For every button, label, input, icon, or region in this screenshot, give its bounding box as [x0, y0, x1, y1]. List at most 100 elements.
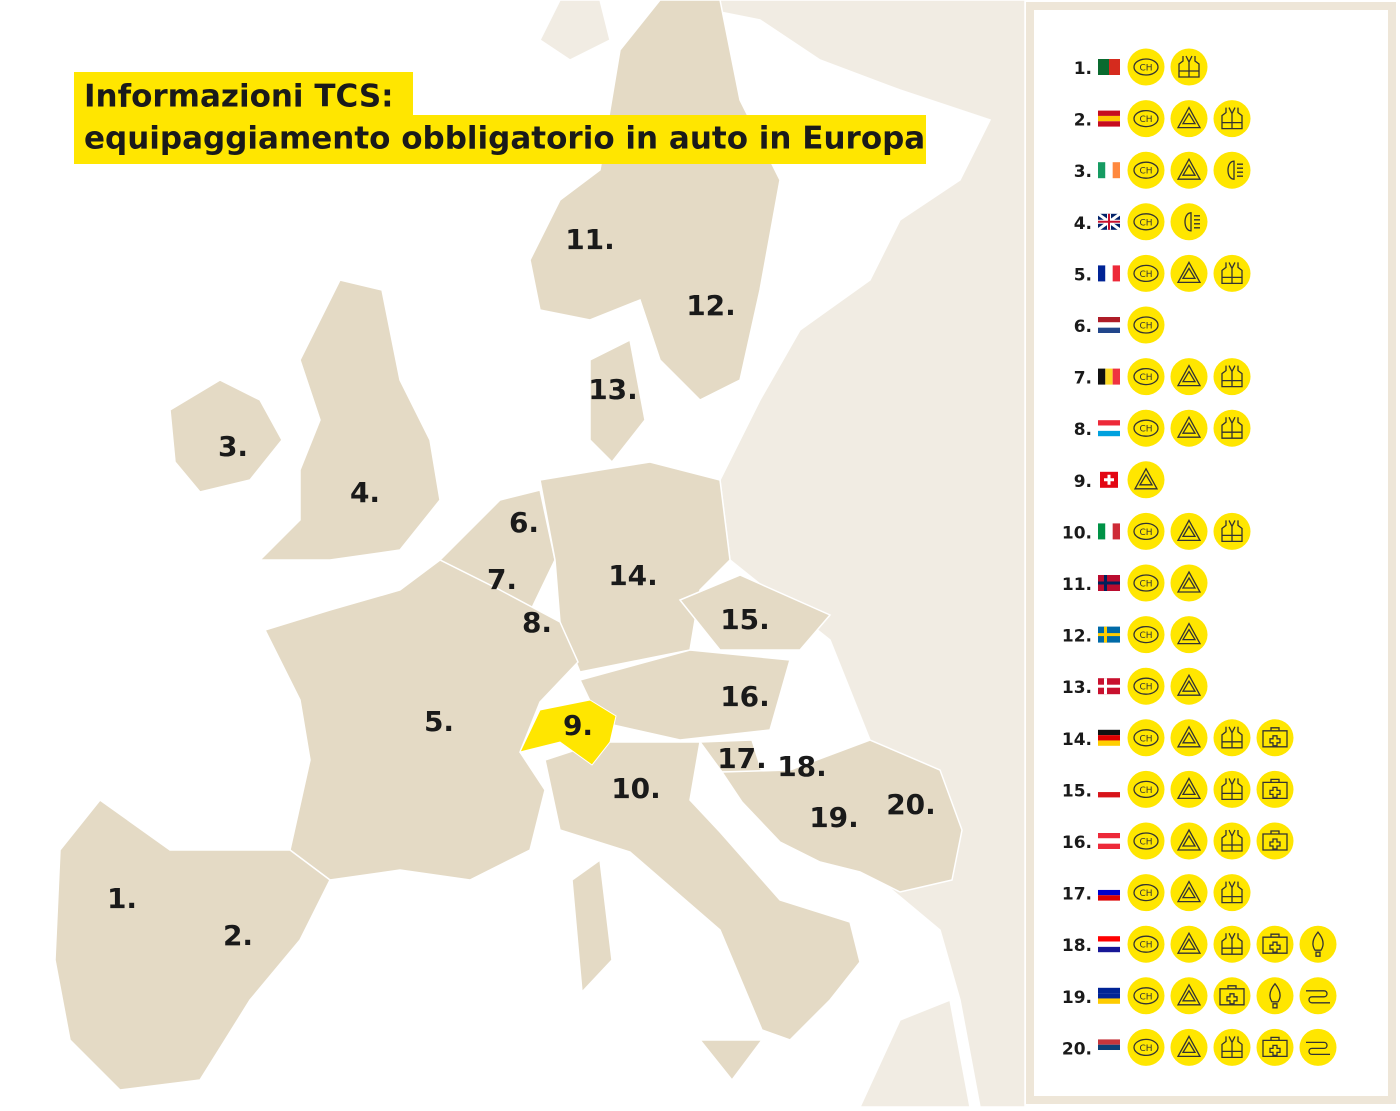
flag-stripe [1098, 993, 1120, 999]
legend-number: 13. [1062, 678, 1092, 698]
firstaid-icon [1219, 985, 1245, 1006]
flag [1098, 575, 1120, 591]
ch-oval [1133, 832, 1159, 850]
map-label: 6. [509, 506, 539, 539]
map-label: 14. [608, 559, 658, 592]
equipment-icon [1170, 977, 1208, 1015]
flag-stripe [1112, 265, 1120, 282]
legend-row: 7. CH [1074, 358, 1251, 396]
equipment-icon [1170, 151, 1208, 189]
ch-badge: CH [1139, 270, 1152, 280]
ch-oval [1133, 1038, 1159, 1057]
ch-oval [1133, 574, 1159, 592]
equipment-icon: CH [1127, 512, 1165, 550]
flag-stripe [1098, 833, 1120, 839]
equipment-icon [1170, 512, 1208, 550]
icon-circle [1256, 977, 1294, 1015]
equipment-icon [1213, 1028, 1251, 1066]
triangle-icon [1176, 415, 1202, 438]
legend-number: 3. [1074, 162, 1092, 182]
equipment-icon [1213, 925, 1251, 963]
equipment-icon [1170, 1028, 1208, 1066]
icon-circle [1127, 667, 1165, 705]
map [54, 0, 1026, 1108]
denmark [589, 338, 646, 464]
ch-oval [1133, 625, 1159, 644]
title: equipaggiamento obbligatorio in auto in … [84, 121, 925, 157]
equipment-icon [1213, 100, 1251, 138]
ch-oval [1133, 161, 1159, 179]
vest-icon [1221, 1036, 1243, 1059]
legend-row: 9. [1074, 461, 1165, 499]
firstaid-icon [1262, 778, 1288, 800]
legend-row: 18. CH [1062, 925, 1337, 963]
map-label: 10. [611, 772, 661, 805]
equipment-icon [1170, 203, 1208, 241]
flag-stripe [1112, 368, 1120, 385]
equipment-icon [1170, 48, 1208, 86]
legend-row: 17. CH [1062, 874, 1251, 912]
firstaid-icon [1262, 830, 1288, 851]
equipment-icon: CH [1127, 925, 1165, 963]
flag-stripe [1098, 838, 1120, 844]
triangle-icon [1176, 777, 1202, 800]
icon-circle [1127, 512, 1165, 550]
icon-circle [1170, 667, 1208, 705]
flag-stripe [1098, 327, 1120, 333]
ch-badge: CH [1139, 838, 1152, 848]
equipment-icon [1170, 409, 1208, 447]
equipment-icon: CH [1127, 564, 1165, 602]
ch-badge: CH [1139, 322, 1152, 332]
triangle-icon [1176, 931, 1202, 954]
flag [1098, 59, 1120, 75]
equipment-icon [1170, 616, 1208, 654]
equipment-icon [1213, 409, 1251, 447]
icon-circle [1127, 1028, 1165, 1066]
legend-row: 15. CH [1062, 770, 1294, 808]
ch-oval [1133, 987, 1159, 1005]
triangle-icon [1176, 725, 1202, 748]
equipment-icon [1170, 667, 1208, 705]
ch-oval [1133, 935, 1159, 953]
equipment-icon [1213, 512, 1251, 550]
icon-circle [1127, 719, 1165, 757]
legend-row: 6. CH [1074, 306, 1165, 344]
equipment-icon [1170, 770, 1208, 808]
map-label: 7. [487, 563, 517, 596]
ch-oval [1133, 213, 1159, 231]
triangle-icon [1176, 157, 1202, 180]
equipment-icon: CH [1127, 667, 1165, 705]
germany [539, 461, 731, 673]
map-label: 4. [350, 476, 380, 509]
equipment-icon [1213, 977, 1251, 1015]
icon-circle [1127, 977, 1165, 1015]
equipment-icon [1127, 461, 1165, 499]
legend-number: 19. [1062, 988, 1092, 1008]
legend-number: 1. [1074, 59, 1092, 79]
icon-circle [1170, 203, 1208, 241]
icon-circle [1127, 770, 1165, 808]
legend-number: 14. [1062, 730, 1092, 750]
ch-badge: CH [1139, 631, 1152, 641]
flag-stripe [1098, 430, 1120, 437]
ch-badge: CH [1139, 786, 1152, 796]
flag [1098, 420, 1120, 437]
flag [1098, 987, 1120, 1004]
icon-circle [1170, 770, 1208, 808]
icon-circle [1170, 874, 1208, 912]
triangle-icon [1176, 983, 1202, 1006]
flag-stripe [1098, 786, 1120, 793]
iberia [54, 798, 331, 1091]
vest-icon [1221, 829, 1243, 852]
ch-badge: CH [1139, 64, 1152, 74]
ch-oval [1133, 677, 1159, 695]
flag-stripe [1098, 1050, 1120, 1056]
rope-icon [1306, 990, 1330, 1004]
switzerland [519, 699, 617, 766]
flag [1098, 678, 1120, 695]
icon-circle [1256, 1028, 1294, 1066]
light-icon [1184, 212, 1200, 232]
sicily [698, 1039, 764, 1082]
ch-badge: CH [1139, 373, 1152, 383]
vest-icon [1221, 365, 1243, 388]
